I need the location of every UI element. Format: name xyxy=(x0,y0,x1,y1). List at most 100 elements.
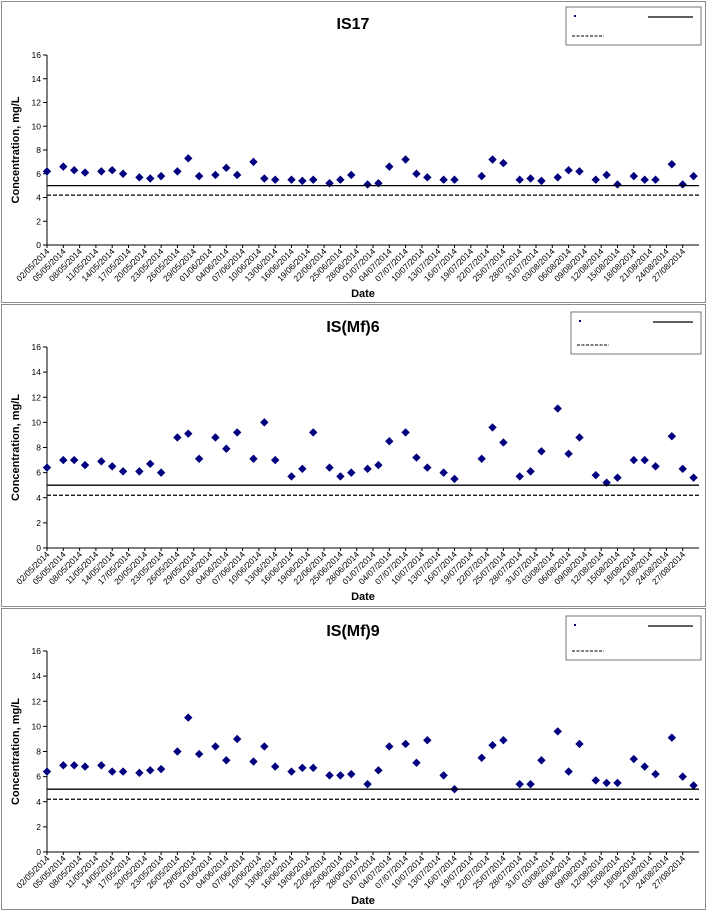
data-point xyxy=(553,173,562,182)
data-point xyxy=(613,473,622,482)
y-tick-label: 4 xyxy=(36,193,41,203)
data-point xyxy=(146,459,155,469)
y-tick-label: 6 xyxy=(36,772,41,782)
data-point xyxy=(173,433,182,442)
y-tick-label: 14 xyxy=(32,367,42,377)
y-tick-label: 6 xyxy=(36,169,41,179)
data-point xyxy=(450,175,459,184)
data-point xyxy=(689,473,698,482)
data-point xyxy=(629,754,638,764)
data-point xyxy=(184,429,193,438)
data-point xyxy=(260,418,269,427)
data-point xyxy=(118,767,128,776)
y-tick-label: 6 xyxy=(36,468,41,478)
data-point xyxy=(146,766,155,775)
y-tick-label: 14 xyxy=(32,671,42,681)
data-point xyxy=(156,764,166,774)
data-point xyxy=(194,454,204,464)
data-point xyxy=(298,763,307,773)
data-point xyxy=(336,175,345,184)
data-point xyxy=(651,462,660,471)
data-point xyxy=(347,769,356,779)
data-point xyxy=(401,739,410,749)
data-point xyxy=(309,175,318,184)
chart-title: IS(Mf)9 xyxy=(326,623,379,640)
data-point xyxy=(667,431,677,441)
data-point xyxy=(287,472,296,481)
data-point xyxy=(309,428,318,437)
data-point xyxy=(211,170,220,180)
data-point xyxy=(515,472,524,481)
data-point xyxy=(553,404,562,413)
y-tick-label: 10 xyxy=(32,721,42,731)
data-point xyxy=(678,464,687,474)
data-point xyxy=(232,428,242,437)
x-axis-label: Date xyxy=(351,591,375,603)
data-point xyxy=(515,175,524,184)
y-tick-label: 16 xyxy=(32,50,42,60)
data-point xyxy=(640,175,649,184)
data-point xyxy=(423,173,432,182)
data-point xyxy=(298,176,307,186)
y-tick-label: 0 xyxy=(36,847,41,857)
data-point xyxy=(651,769,660,779)
data-point xyxy=(488,155,497,164)
data-point xyxy=(412,758,421,768)
data-point xyxy=(194,171,204,181)
data-point xyxy=(374,766,383,775)
data-point xyxy=(613,778,622,788)
data-point xyxy=(401,155,410,164)
data-point xyxy=(59,761,68,770)
data-point xyxy=(613,180,622,189)
data-point xyxy=(59,455,68,465)
data-point xyxy=(591,175,600,184)
data-point xyxy=(526,467,535,476)
y-axis-label: Concentration, mg/L xyxy=(10,394,22,501)
y-tick-label: 8 xyxy=(36,747,41,757)
data-point xyxy=(385,437,394,446)
data-point xyxy=(363,464,372,474)
data-point xyxy=(423,735,432,745)
data-point xyxy=(287,175,296,184)
data-point xyxy=(526,779,535,789)
y-tick-label: 12 xyxy=(32,392,42,402)
data-point xyxy=(156,468,166,477)
chart-svg: IS(Mf)9024681012141602/05/201405/05/2014… xyxy=(10,615,702,907)
data-point xyxy=(363,180,372,189)
data-point xyxy=(222,444,231,453)
data-point xyxy=(575,167,584,176)
data-point xyxy=(260,174,269,183)
data-point xyxy=(108,767,117,776)
data-point xyxy=(439,175,448,184)
data-point xyxy=(640,762,649,771)
data-point xyxy=(173,747,182,756)
data-point xyxy=(564,449,573,458)
data-point xyxy=(450,474,459,484)
y-tick-label: 8 xyxy=(36,443,41,453)
data-point xyxy=(232,170,242,180)
data-point xyxy=(564,165,573,175)
y-axis-label: Concentration, mg/L xyxy=(10,96,22,203)
y-tick-label: 10 xyxy=(32,121,42,131)
data-point xyxy=(325,463,334,472)
chart-panel-ismf6: IS(Mf)6 0 2 4 6 8 10 12 14 16 02/05/2014 05/05/2014… xyxy=(1,304,706,607)
data-point xyxy=(135,173,144,182)
legend-marker xyxy=(579,320,581,322)
data-point xyxy=(385,742,394,751)
data-point xyxy=(287,767,296,776)
chart-title: IS17 xyxy=(337,16,370,33)
y-tick-label: 0 xyxy=(36,543,41,553)
data-point xyxy=(678,180,687,189)
data-point xyxy=(97,167,106,176)
y-tick-label: 10 xyxy=(32,417,42,427)
data-point xyxy=(42,767,52,776)
chart-svg: IS17024681012141602/05/201405/05/201408/… xyxy=(10,6,702,300)
data-point xyxy=(363,779,372,789)
data-point xyxy=(69,165,79,175)
data-point xyxy=(80,460,90,470)
data-point xyxy=(118,169,128,178)
data-point xyxy=(97,457,106,466)
data-point xyxy=(222,756,231,765)
y-tick-label: 2 xyxy=(36,822,41,832)
data-point xyxy=(499,735,508,745)
